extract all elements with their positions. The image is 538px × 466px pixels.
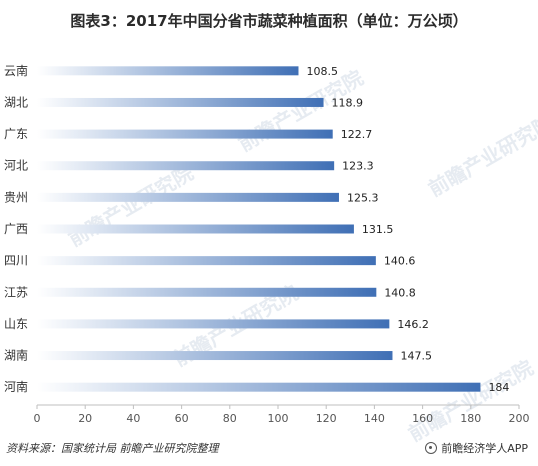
x-tick-label: 60	[175, 412, 189, 425]
value-label: 123.3	[342, 160, 374, 173]
category-label: 江苏	[4, 285, 28, 299]
value-label: 118.9	[332, 96, 364, 109]
category-label: 河南	[4, 379, 28, 394]
value-label: 131.5	[362, 223, 394, 236]
bar	[37, 66, 299, 76]
x-tick-label: 20	[78, 412, 92, 425]
bar	[37, 129, 333, 139]
category-label: 河北	[4, 159, 28, 173]
category-label: 湖北	[4, 94, 28, 109]
value-label: 125.3	[347, 191, 379, 204]
x-tick-label: 180	[460, 412, 481, 425]
x-tick-label: 40	[126, 412, 140, 425]
value-label: 122.7	[341, 128, 373, 141]
x-tick-label: 120	[316, 412, 337, 425]
value-label: 140.6	[384, 255, 416, 268]
brand-footer: 前瞻经济学人APP	[425, 440, 528, 456]
value-label: 184	[488, 381, 509, 394]
category-label: 广西	[4, 222, 28, 236]
brand-logo-icon	[425, 442, 438, 454]
x-tick-label: 160	[412, 412, 433, 425]
bar	[37, 382, 481, 392]
bar	[37, 287, 377, 297]
bar	[37, 224, 354, 234]
value-label: 108.5	[306, 65, 338, 78]
bar	[37, 256, 376, 266]
bar	[37, 161, 335, 171]
x-tick-label: 0	[34, 412, 41, 425]
category-label: 湖南	[4, 348, 28, 363]
x-tick-label: 140	[364, 412, 385, 425]
source-note: 资料来源：国家统计局 前瞻产业研究院整理	[6, 442, 219, 455]
category-label: 四川	[4, 254, 28, 268]
category-label: 云南	[4, 63, 28, 78]
value-label: 147.5	[400, 350, 432, 363]
bar	[37, 351, 393, 361]
category-label: 贵州	[4, 190, 28, 204]
x-tick-label: 200	[509, 412, 530, 425]
category-label: 广东	[4, 127, 28, 141]
x-tick-label: 100	[268, 412, 289, 425]
brand-name: 前瞻经济学人APP	[441, 442, 528, 455]
bar	[37, 97, 324, 107]
bar	[37, 319, 390, 329]
chart-title: 图表3：2017年中国分省市蔬菜种植面积（单位：万公顷）	[70, 12, 468, 30]
x-tick-label: 80	[223, 412, 237, 425]
value-label: 140.8	[384, 286, 416, 299]
category-label: 山东	[4, 317, 28, 331]
value-label: 146.2	[397, 318, 429, 331]
bar	[37, 192, 339, 202]
